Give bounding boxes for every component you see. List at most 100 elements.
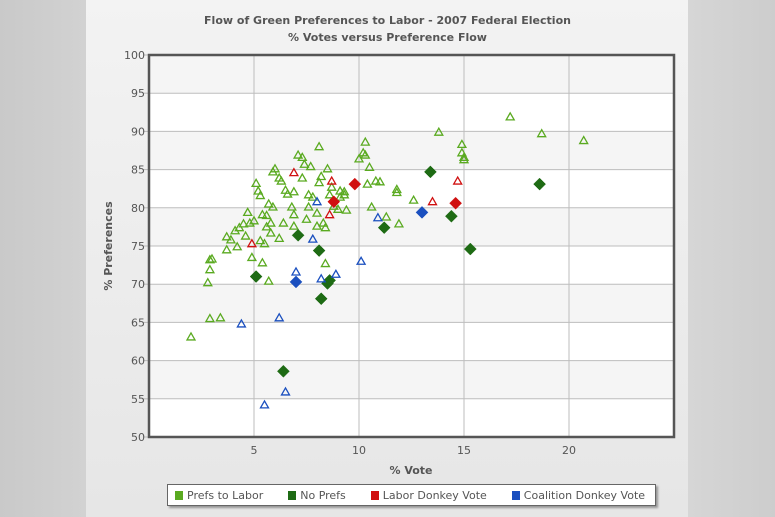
triangle-marker-icon[interactable] <box>326 181 337 191</box>
triangle-marker-icon[interactable] <box>204 313 216 323</box>
diamond-marker-icon[interactable] <box>314 292 328 306</box>
triangle-marker-icon[interactable] <box>393 218 405 228</box>
triangle-marker-icon[interactable] <box>355 255 367 265</box>
triangle-marker-icon[interactable] <box>244 217 255 227</box>
triangle-marker-icon[interactable] <box>372 212 384 222</box>
diamond-marker-icon[interactable] <box>291 228 305 242</box>
triangle-marker-icon[interactable] <box>225 234 237 244</box>
triangle-marker-icon[interactable] <box>276 175 287 185</box>
triangle-marker-icon[interactable] <box>278 217 289 227</box>
triangle-marker-icon[interactable] <box>259 238 270 248</box>
diamond-marker-icon[interactable] <box>289 275 303 289</box>
diamond-marker-icon[interactable] <box>348 177 362 191</box>
triangle-marker-icon[interactable] <box>274 312 285 322</box>
triangle-marker-icon[interactable] <box>265 217 276 227</box>
triangle-marker-icon[interactable] <box>282 188 293 198</box>
triangle-marker-icon[interactable] <box>311 207 323 217</box>
triangle-marker-icon[interactable] <box>324 189 335 199</box>
triangle-marker-icon[interactable] <box>267 201 279 211</box>
diamond-marker-icon[interactable] <box>277 364 290 378</box>
triangle-marker-icon[interactable] <box>458 152 470 162</box>
triangle-marker-icon[interactable] <box>221 231 232 241</box>
triangle-marker-icon[interactable] <box>452 175 463 185</box>
triangle-marker-icon[interactable] <box>265 227 276 237</box>
triangle-marker-icon[interactable] <box>288 167 300 177</box>
triangle-marker-icon[interactable] <box>339 186 350 196</box>
triangle-marker-icon[interactable] <box>360 149 371 159</box>
triangle-marker-icon[interactable] <box>297 172 308 182</box>
legend-item-coalition-donkey-vote[interactable]: Coalition Donkey Vote <box>511 489 645 502</box>
diamond-marker-icon[interactable] <box>463 242 477 256</box>
triangle-marker-icon[interactable] <box>229 225 241 235</box>
triangle-marker-icon[interactable] <box>240 230 251 240</box>
triangle-marker-icon[interactable] <box>313 141 325 151</box>
triangle-marker-icon[interactable] <box>320 258 331 268</box>
triangle-marker-icon[interactable] <box>316 273 327 283</box>
triangle-marker-icon[interactable] <box>305 161 316 171</box>
triangle-marker-icon[interactable] <box>255 235 266 245</box>
triangle-marker-icon[interactable] <box>536 128 547 138</box>
diamond-marker-icon[interactable] <box>377 221 391 235</box>
legend-item-prefs-to-labor[interactable]: Prefs to Labor <box>175 489 263 502</box>
triangle-marker-icon[interactable] <box>238 218 249 228</box>
triangle-marker-icon[interactable] <box>433 126 444 136</box>
triangle-marker-icon[interactable] <box>263 275 274 285</box>
triangle-marker-icon[interactable] <box>246 238 258 248</box>
triangle-marker-icon[interactable] <box>301 213 312 223</box>
triangle-marker-icon[interactable] <box>505 111 516 121</box>
triangle-marker-icon[interactable] <box>221 244 232 254</box>
triangle-marker-icon[interactable] <box>364 161 375 171</box>
triangle-marker-icon[interactable] <box>299 158 310 168</box>
triangle-marker-icon[interactable] <box>286 201 297 211</box>
triangle-marker-icon[interactable] <box>362 178 373 188</box>
diamond-marker-icon[interactable] <box>327 195 341 209</box>
triangle-marker-icon[interactable] <box>303 201 314 211</box>
diamond-marker-icon[interactable] <box>449 196 462 210</box>
triangle-marker-icon[interactable] <box>204 264 216 274</box>
triangle-marker-icon[interactable] <box>316 171 327 181</box>
triangle-marker-icon[interactable] <box>236 318 247 328</box>
triangle-marker-icon[interactable] <box>263 198 274 208</box>
triangle-marker-icon[interactable] <box>288 186 300 196</box>
triangle-marker-icon[interactable] <box>320 222 331 232</box>
diamond-marker-icon[interactable] <box>445 209 458 223</box>
triangle-marker-icon[interactable] <box>290 266 302 276</box>
legend-item-labor-donkey-vote[interactable]: Labor Donkey Vote <box>370 489 487 502</box>
triangle-marker-icon[interactable] <box>303 189 314 199</box>
triangle-marker-icon[interactable] <box>246 252 258 262</box>
triangle-marker-icon[interactable] <box>257 257 268 267</box>
triangle-marker-icon[interactable] <box>232 241 243 251</box>
diamond-marker-icon[interactable] <box>249 270 263 283</box>
triangle-marker-icon[interactable] <box>292 149 304 159</box>
diamond-marker-icon[interactable] <box>533 177 546 191</box>
triangle-marker-icon[interactable] <box>261 210 272 220</box>
triangle-marker-icon[interactable] <box>280 386 291 396</box>
triangle-marker-icon[interactable] <box>322 163 333 173</box>
triangle-marker-icon[interactable] <box>456 139 468 149</box>
triangle-marker-icon[interactable] <box>204 254 216 264</box>
triangle-marker-icon[interactable] <box>326 175 337 185</box>
diamond-marker-icon[interactable] <box>415 206 429 219</box>
triangle-marker-icon[interactable] <box>311 196 323 206</box>
triangle-marker-icon[interactable] <box>381 211 392 221</box>
triangle-marker-icon[interactable] <box>374 176 386 186</box>
triangle-marker-icon[interactable] <box>408 194 419 204</box>
triangle-marker-icon[interactable] <box>307 233 318 243</box>
diamond-marker-icon[interactable] <box>424 165 437 179</box>
triangle-marker-icon[interactable] <box>458 154 470 164</box>
triangle-marker-icon[interactable] <box>339 189 350 199</box>
triangle-marker-icon[interactable] <box>255 190 266 200</box>
triangle-marker-icon[interactable] <box>324 209 335 219</box>
legend-item-no-prefs[interactable]: No Prefs <box>288 489 346 502</box>
triangle-marker-icon[interactable] <box>332 204 344 213</box>
triangle-marker-icon[interactable] <box>259 399 270 409</box>
triangle-marker-icon[interactable] <box>313 177 325 187</box>
triangle-marker-icon[interactable] <box>578 135 589 145</box>
triangle-marker-icon[interactable] <box>307 191 318 201</box>
triangle-marker-icon[interactable] <box>297 152 308 162</box>
triangle-marker-icon[interactable] <box>391 187 402 197</box>
triangle-marker-icon[interactable] <box>288 220 300 230</box>
triangle-marker-icon[interactable] <box>215 312 226 322</box>
triangle-marker-icon[interactable] <box>427 196 438 206</box>
diamond-marker-icon[interactable] <box>312 244 326 257</box>
